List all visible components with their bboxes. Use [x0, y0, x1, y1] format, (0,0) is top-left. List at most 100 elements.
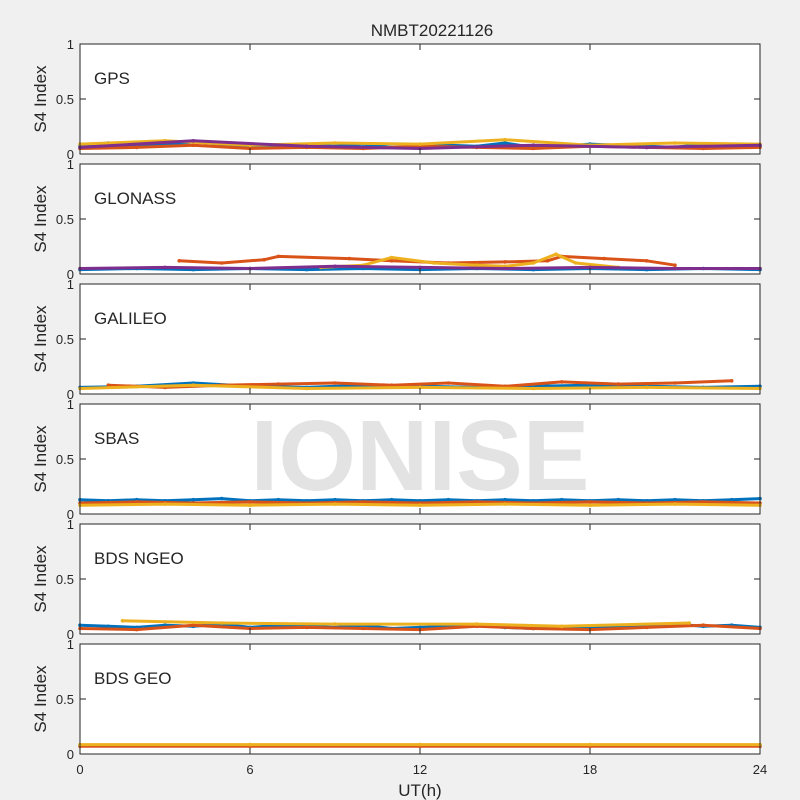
data-point: [276, 382, 281, 386]
y-tick-label: 0: [67, 387, 74, 402]
x-tick-label: 0: [76, 762, 83, 777]
y-axis-label: S4 Index: [31, 65, 50, 133]
data-point: [191, 497, 196, 502]
data-point: [687, 621, 691, 625]
data-point: [134, 500, 139, 504]
data-point: [191, 623, 196, 627]
data-point: [644, 259, 649, 263]
data-point: [474, 622, 479, 626]
panel-label: GPS: [94, 69, 130, 88]
data-point: [347, 256, 352, 261]
data-point: [389, 497, 394, 502]
data-point: [219, 496, 224, 501]
data-point: [673, 381, 677, 385]
data-point: [673, 497, 677, 502]
y-tick-label: 0.5: [56, 452, 74, 467]
data-point: [418, 265, 422, 270]
data-point: [701, 623, 706, 627]
data-point: [531, 146, 536, 151]
y-axis-label: S4 Index: [31, 425, 50, 493]
y-tick-label: 0: [67, 267, 74, 282]
y-tick-label: 1: [67, 517, 74, 532]
data-point: [304, 144, 309, 149]
data-point: [701, 500, 706, 504]
panel-label: BDS GEO: [94, 669, 171, 688]
data-point: [304, 386, 309, 391]
data-point: [418, 385, 422, 390]
data-point: [474, 500, 479, 504]
y-tick-label: 0.5: [56, 92, 74, 107]
plot-area: [80, 644, 760, 754]
data-point: [503, 141, 507, 145]
y-tick-label: 1: [67, 637, 74, 652]
data-point: [559, 380, 564, 384]
panel-sbas: 0 0.5 1 S4 Index SBAS: [31, 397, 762, 522]
data-point: [304, 625, 309, 630]
data-point: [503, 260, 507, 264]
panel-label: GLONASS: [94, 189, 176, 208]
x-tick-label: 12: [413, 762, 427, 777]
data-point: [389, 255, 394, 260]
data-point: [574, 261, 578, 265]
panel-label: BDS NGEO: [94, 549, 184, 568]
data-point: [531, 626, 536, 631]
data-point: [276, 497, 281, 502]
data-point: [361, 626, 366, 631]
data-point: [191, 143, 196, 147]
data-point: [474, 263, 479, 268]
data-point: [616, 382, 621, 386]
data-point: [333, 141, 337, 145]
plot-area: [80, 404, 760, 514]
data-point: [588, 500, 592, 504]
y-tick-label: 0.5: [56, 692, 74, 707]
y-tick-label: 0: [67, 627, 74, 642]
data-point: [503, 502, 507, 506]
data-point: [219, 621, 224, 625]
data-point: [554, 252, 558, 256]
y-axis-label: S4 Index: [31, 185, 50, 253]
data-point: [503, 266, 507, 271]
data-point: [120, 619, 125, 623]
data-point: [418, 503, 422, 508]
data-point: [389, 383, 394, 388]
data-point: [333, 497, 337, 502]
watermark: IONISE: [251, 400, 590, 512]
panel-label: SBAS: [94, 429, 139, 448]
x-axis: 0 6 12 18 24: [76, 762, 767, 777]
panel-glonass: 0 0.5 1 S4 Index GLONASS: [31, 157, 762, 282]
data-point: [163, 265, 167, 270]
data-point: [418, 742, 422, 747]
data-point: [177, 259, 181, 263]
data-point: [276, 254, 281, 259]
panel-galileo: 0 0.5 1 S4 Index GALILEO: [31, 277, 762, 402]
data-point: [588, 265, 592, 270]
data-point: [503, 497, 507, 502]
data-point: [333, 622, 337, 626]
data-point: [673, 266, 677, 271]
data-point: [106, 383, 111, 388]
data-point: [191, 139, 196, 143]
data-point: [545, 259, 550, 263]
data-point: [531, 261, 536, 265]
data-point: [389, 259, 394, 263]
data-point: [134, 627, 139, 632]
data-point: [248, 500, 252, 504]
data-point: [531, 143, 536, 147]
panel-gps: 0 0.5 1 S4 Index GPS: [31, 37, 762, 162]
data-point: [333, 502, 337, 506]
x-tick-label: 6: [246, 762, 253, 777]
data-point: [248, 503, 252, 508]
data-point: [106, 624, 111, 629]
figure-title: NMBT20221126: [371, 21, 494, 40]
data-point: [191, 383, 196, 388]
x-axis-label: UT(h): [398, 781, 441, 800]
data-point: [673, 141, 677, 145]
y-axis-label: S4 Index: [31, 305, 50, 373]
y-tick-label: 0: [67, 147, 74, 162]
data-point: [333, 381, 337, 385]
series-line: [121, 619, 691, 628]
y-tick-label: 0: [67, 507, 74, 522]
data-point: [729, 497, 734, 502]
y-tick-label: 1: [67, 397, 74, 412]
series-line: [319, 252, 620, 269]
